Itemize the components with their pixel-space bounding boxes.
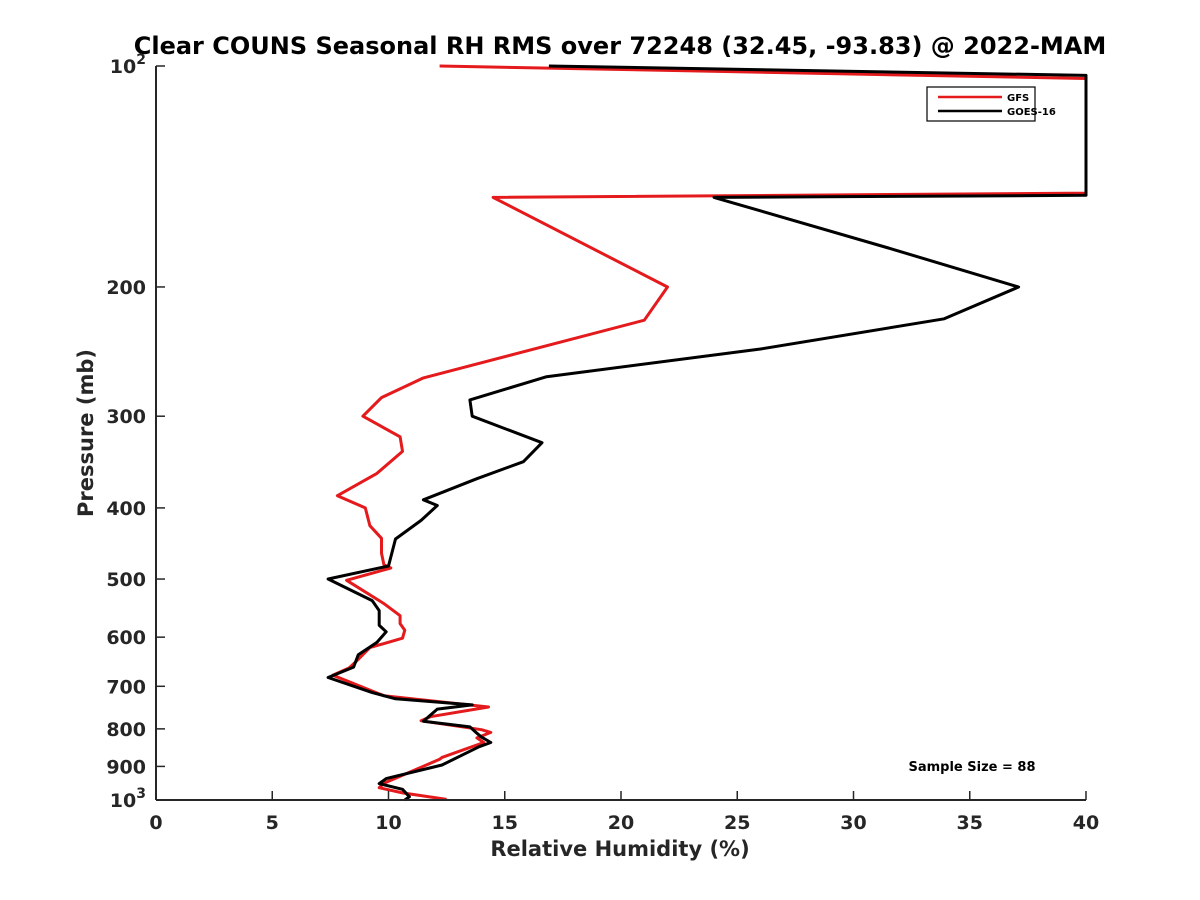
x-tick-label: 25 [724, 812, 750, 834]
y-tick-label: 300 [106, 406, 146, 428]
y-tick-label: 200 [106, 277, 146, 299]
x-tick-label: 35 [957, 812, 983, 834]
series-line-goes16 [326, 64, 1088, 802]
sample-size-annotation: Sample Size = 88 [908, 760, 1035, 775]
x-tick-label: 30 [840, 812, 866, 834]
x-tick-label: 15 [492, 812, 518, 834]
y-axis-label: Pressure (mb) [74, 349, 98, 517]
x-tick-label: 10 [375, 812, 401, 834]
x-tick-label: 20 [608, 812, 634, 834]
y-tick-label: 400 [106, 498, 146, 520]
series-line-gfs [331, 64, 1088, 801]
plot-area: 0 5 10 15 20 25 30 35 40 102 200 300 400 500 600 700 80… [106, 52, 1099, 834]
series-layer [326, 64, 1088, 802]
legend-label-goes16: GOES-16 [1007, 107, 1056, 118]
y-tick-label: 600 [106, 627, 146, 649]
y-tick-label: 500 [106, 569, 146, 591]
y-tick-label: 103 [110, 786, 146, 812]
x-tick-label: 40 [1073, 812, 1099, 834]
chart-title: Clear COUNS Seasonal RH RMS over 72248 (… [134, 32, 1107, 60]
legend-label-gfs: GFS [1007, 93, 1029, 104]
legend-box [926, 86, 1036, 122]
y-axis-ticks: 102 200 300 400 500 600 700 800 900 103 [106, 52, 165, 812]
x-axis-label: Relative Humidity (%) [490, 837, 749, 861]
legend: GFS GOES-16 [926, 86, 1056, 122]
x-axis-ticks: 0 5 10 15 20 25 30 35 40 [149, 791, 1099, 834]
y-tick-label: 900 [106, 756, 146, 778]
y-tick-label: 102 [110, 52, 146, 78]
y-tick-label: 800 [106, 719, 146, 741]
y-tick-label: 700 [106, 676, 146, 698]
x-tick-label: 0 [149, 812, 162, 834]
x-tick-label: 5 [266, 812, 279, 834]
